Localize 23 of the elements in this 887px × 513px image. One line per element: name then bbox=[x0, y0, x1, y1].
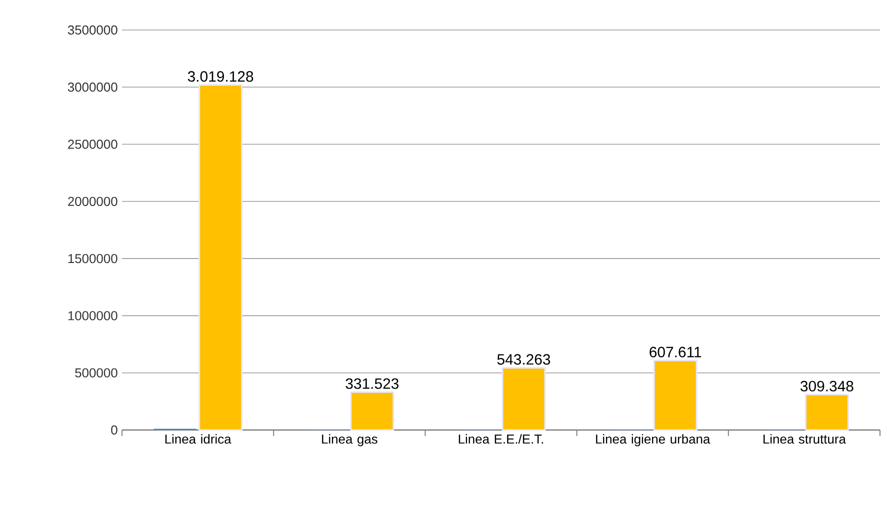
x-tick-label: Linea E.E./E.T. bbox=[458, 434, 544, 444]
bar bbox=[804, 394, 849, 431]
data-label: 331.523 bbox=[346, 378, 398, 389]
y-tick-label: 2000000 bbox=[68, 196, 118, 206]
y-tick-label: 500000 bbox=[75, 368, 118, 378]
bar bbox=[502, 367, 546, 431]
y-tick-label: 3500000 bbox=[68, 25, 118, 35]
y-tick-label: 2500000 bbox=[68, 140, 118, 149]
x-tick-label: Linea struttura bbox=[764, 434, 846, 444]
x-tick-label: Linea gas bbox=[322, 434, 378, 446]
data-label: 607.611 bbox=[650, 346, 702, 358]
data-label: 309.348 bbox=[800, 380, 854, 392]
data-label: 3.019.128 bbox=[188, 71, 254, 82]
data-label: 543.263 bbox=[497, 354, 550, 365]
y-tick-label: 1500000 bbox=[68, 254, 118, 264]
y-tick-label: 0 bbox=[111, 425, 118, 435]
bar bbox=[198, 84, 243, 431]
x-tick-label: Linea idrica bbox=[165, 434, 232, 444]
bar bbox=[653, 360, 698, 431]
bar bbox=[350, 391, 394, 431]
x-tick-label: Linea igiene urbana bbox=[596, 434, 710, 446]
y-tick-label: 1000000 bbox=[68, 311, 118, 320]
y-tick-label: 3000000 bbox=[68, 82, 118, 92]
